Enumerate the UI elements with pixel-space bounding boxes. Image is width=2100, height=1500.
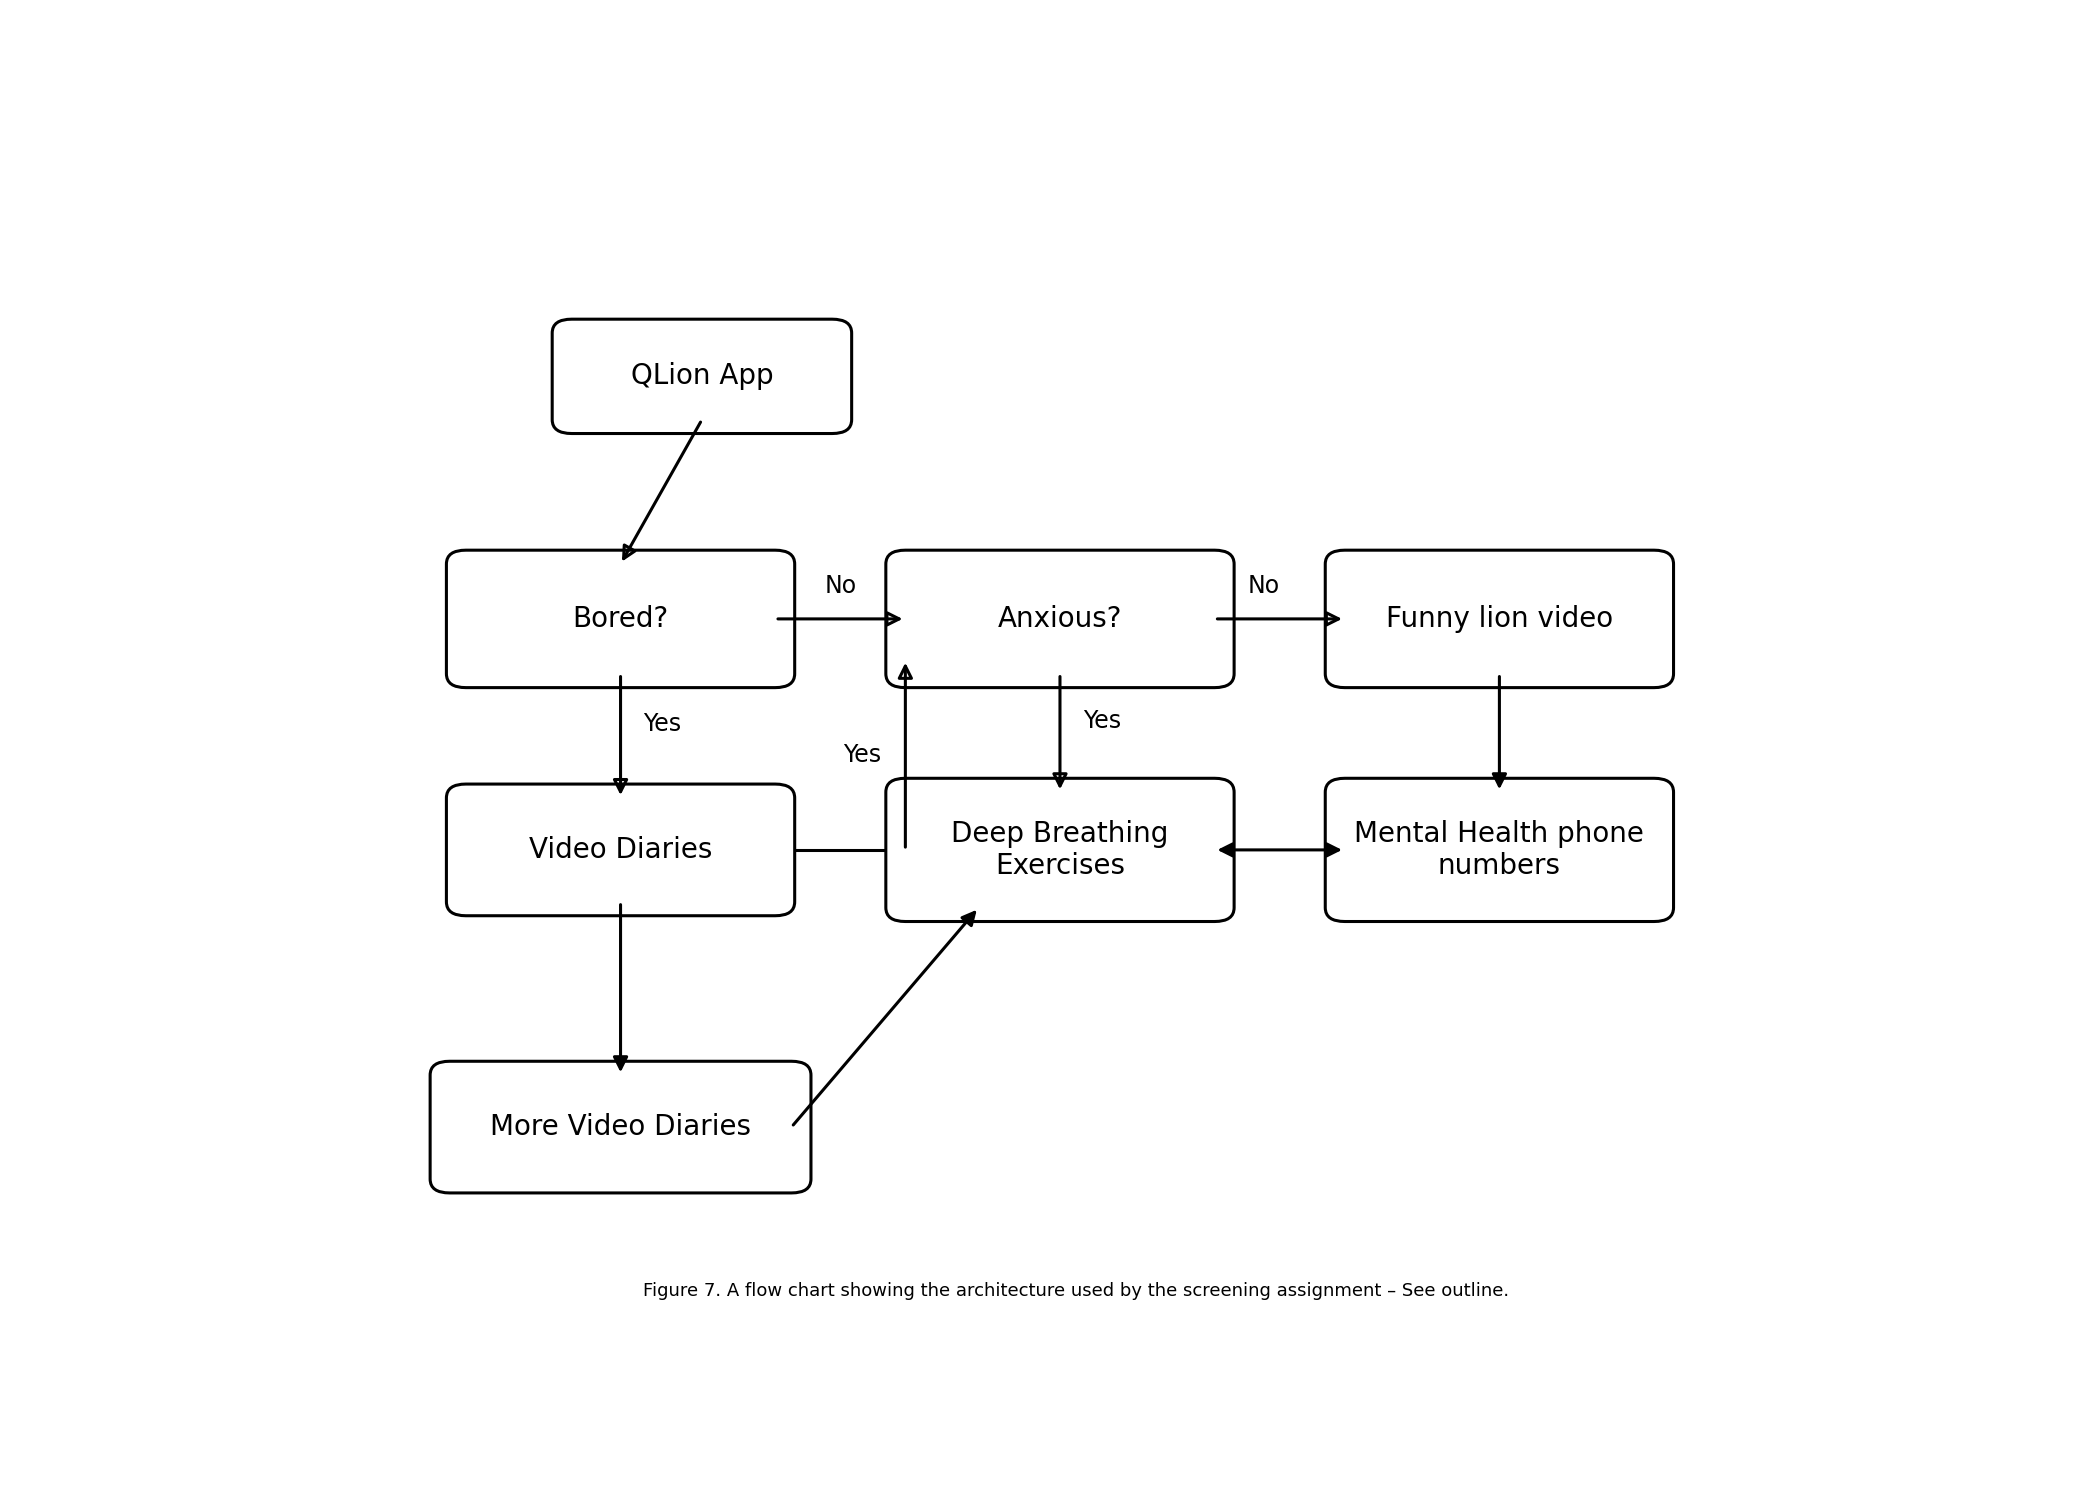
Text: Bored?: Bored? xyxy=(573,604,668,633)
Text: Video Diaries: Video Diaries xyxy=(529,836,712,864)
Text: Anxious?: Anxious? xyxy=(998,604,1121,633)
Text: QLion App: QLion App xyxy=(630,363,773,390)
Text: Deep Breathing
Exercises: Deep Breathing Exercises xyxy=(951,819,1170,880)
Text: Yes: Yes xyxy=(643,712,682,736)
Text: Mental Health phone
numbers: Mental Health phone numbers xyxy=(1354,819,1644,880)
FancyBboxPatch shape xyxy=(447,550,794,687)
FancyBboxPatch shape xyxy=(447,784,794,915)
Text: Funny lion video: Funny lion video xyxy=(1386,604,1613,633)
Text: No: No xyxy=(1247,574,1279,598)
FancyBboxPatch shape xyxy=(886,550,1235,687)
FancyBboxPatch shape xyxy=(1325,778,1674,921)
Text: More Video Diaries: More Video Diaries xyxy=(489,1113,752,1142)
FancyBboxPatch shape xyxy=(430,1062,811,1192)
Text: Yes: Yes xyxy=(842,742,882,766)
FancyBboxPatch shape xyxy=(886,778,1235,921)
Text: Yes: Yes xyxy=(1084,710,1121,734)
FancyBboxPatch shape xyxy=(1325,550,1674,687)
Text: No: No xyxy=(823,574,857,598)
Text: Figure 7. A flow chart showing the architecture used by the screening assignment: Figure 7. A flow chart showing the archi… xyxy=(643,1282,1510,1300)
FancyBboxPatch shape xyxy=(552,320,853,434)
